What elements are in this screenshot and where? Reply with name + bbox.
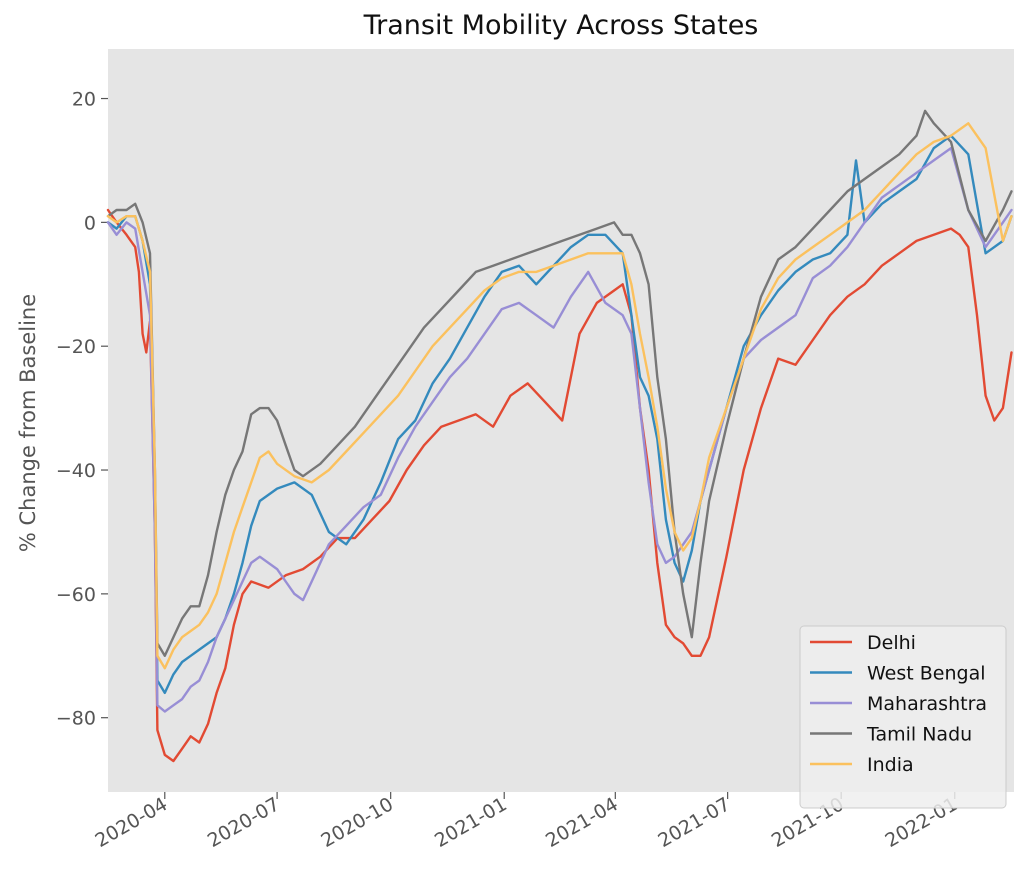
y-tick-label: 20 <box>72 89 96 111</box>
legend-label-maharashtra: Maharashtra <box>867 693 987 715</box>
x-tick-label: 2020-04 <box>92 793 172 852</box>
legend-label-india: India <box>867 754 914 776</box>
y-tick-label: −20 <box>56 336 96 358</box>
x-tick-label: 2021-07 <box>654 793 734 852</box>
legend: Delhi West Bengal Maharashtra Tamil Nadu Ind… <box>799 625 1007 809</box>
x-tick-label: 2020-07 <box>204 793 284 852</box>
chart-title: Transit Mobility Across States <box>363 10 759 41</box>
series-line-maharashtra <box>106 146 1013 713</box>
y-tick-label: −80 <box>56 708 96 730</box>
y-tick-label: −40 <box>56 460 96 482</box>
x-tick-label: 2020-10 <box>317 793 397 852</box>
series-lines <box>106 109 1013 763</box>
y-tick-label: −60 <box>56 584 96 606</box>
legend-label-west-bengal: West Bengal <box>867 663 986 685</box>
series-line-delhi <box>106 208 1013 763</box>
x-tick-label: 2021-01 <box>431 793 511 852</box>
x-tick-label: 2021-04 <box>542 793 622 852</box>
series-line-india <box>106 122 1013 670</box>
series-line-tamil-nadu <box>106 109 1013 657</box>
series-line-west-bengal <box>106 134 1013 695</box>
y-tick-label: 0 <box>84 212 96 234</box>
y-ticks: 20 0 −20 −40 −60 −80 <box>56 89 108 730</box>
legend-label-tamil-nadu: Tamil Nadu <box>866 724 972 746</box>
legend-label-delhi: Delhi <box>867 632 916 654</box>
